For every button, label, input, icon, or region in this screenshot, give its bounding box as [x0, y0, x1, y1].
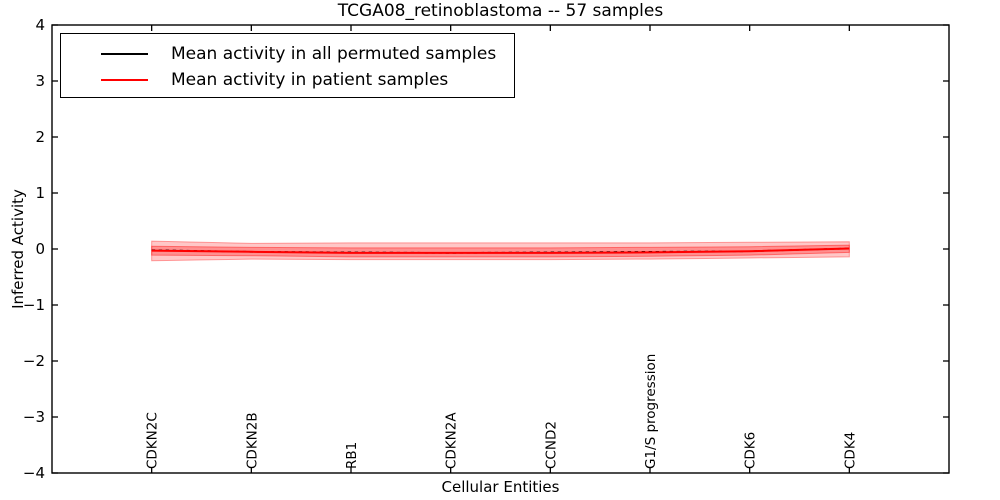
legend-item-permuted-samples: Mean activity in all permuted samples — [61, 41, 514, 67]
x-tick-label: CDK4 — [842, 432, 858, 469]
chart-title: TCGA08_retinoblastoma -- 57 samples — [337, 1, 664, 21]
legend: Mean activity in all permuted samples Me… — [60, 33, 515, 98]
x-tick-label: G1/S progression — [643, 354, 659, 469]
patient-band-inner — [151, 244, 850, 258]
y-tick-label: 1 — [35, 184, 45, 202]
x-axis-label: Cellular Entities — [441, 478, 560, 496]
y-axis-label: Inferred Activity — [9, 189, 27, 309]
patient-band-outer — [151, 240, 850, 262]
legend-label-permuted: Mean activity in all permuted samples — [171, 44, 497, 64]
legend-label-patient: Mean activity in patient samples — [171, 70, 449, 90]
x-tick-label: CDK6 — [743, 432, 759, 469]
x-tick-label: CDKN2A — [444, 412, 460, 469]
y-tick-label: 3 — [35, 72, 45, 90]
y-tick-label: 4 — [35, 16, 45, 34]
x-tick-label: RB1 — [344, 442, 360, 469]
y-tick-label: −4 — [23, 464, 45, 482]
y-tick-label: 2 — [35, 128, 45, 146]
legend-line-permuted — [101, 53, 148, 55]
legend-item-patient-samples: Mean activity in patient samples — [61, 67, 514, 93]
y-tick-label: −1 — [23, 296, 45, 314]
x-tick-label: CDKN2B — [244, 412, 260, 469]
legend-line-patient — [101, 79, 148, 81]
y-tick-label: 0 — [35, 240, 45, 258]
y-tick-label: −2 — [23, 352, 45, 370]
series-line-patient-mean — [151, 247, 850, 254]
x-tick-label: CCND2 — [543, 421, 559, 469]
x-tick-label: CDKN2C — [145, 412, 161, 469]
y-tick-label: −3 — [23, 408, 45, 426]
